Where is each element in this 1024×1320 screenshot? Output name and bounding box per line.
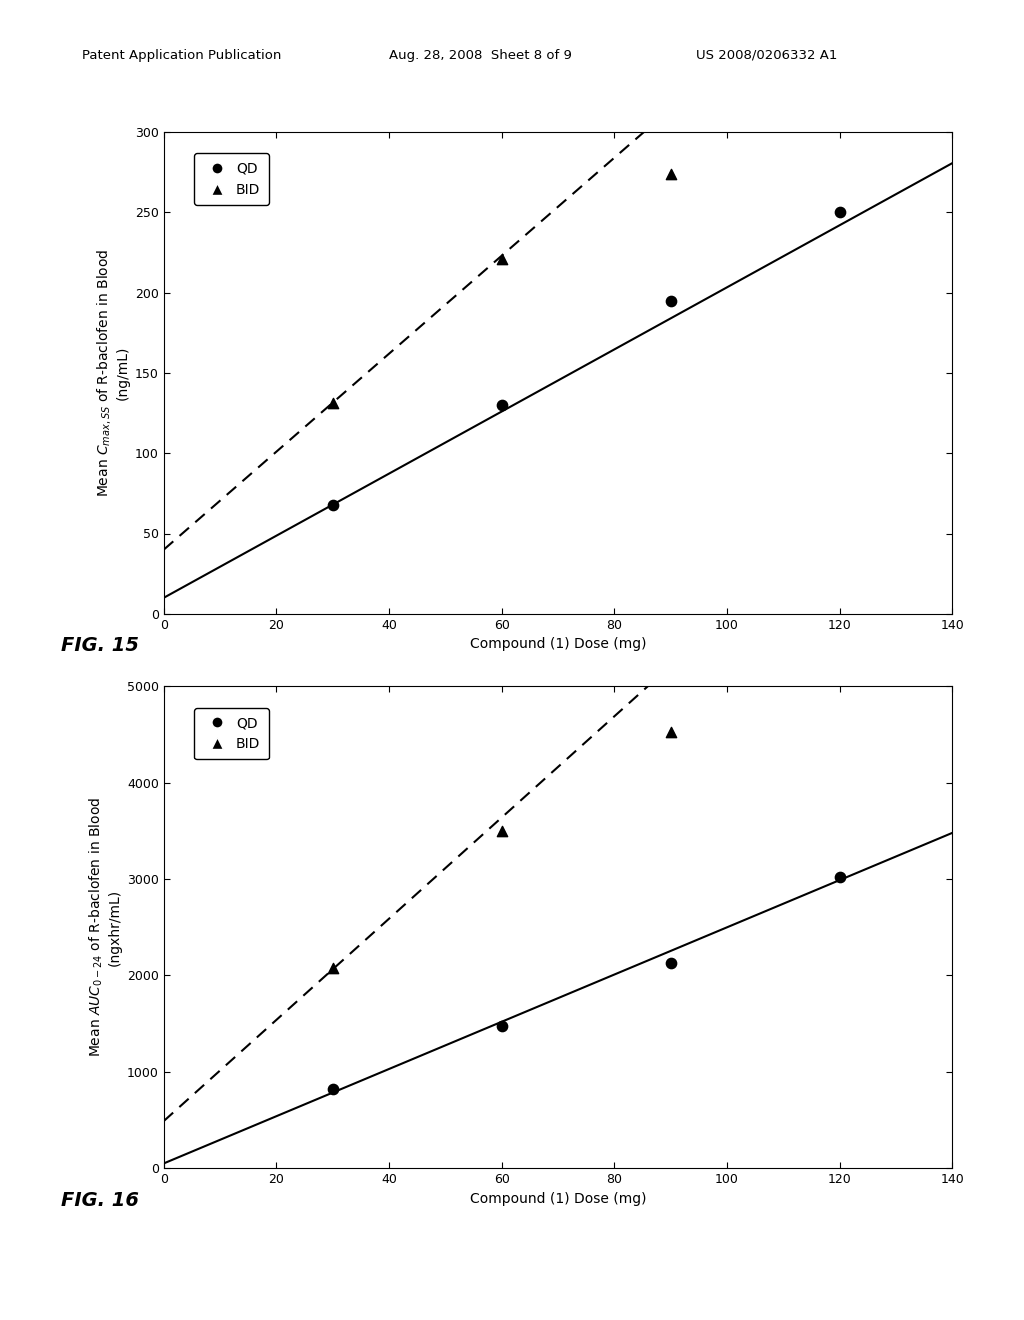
Point	[494, 820, 510, 842]
Text: Aug. 28, 2008  Sheet 8 of 9: Aug. 28, 2008 Sheet 8 of 9	[389, 49, 572, 62]
Text: Patent Application Publication: Patent Application Publication	[82, 49, 282, 62]
Text: FIG. 15: FIG. 15	[61, 636, 139, 655]
Point	[663, 164, 679, 185]
Point	[325, 1078, 341, 1100]
Legend: QD, BID: QD, BID	[195, 153, 269, 205]
Point	[494, 395, 510, 416]
X-axis label: Compound (1) Dose (mg): Compound (1) Dose (mg)	[470, 1192, 646, 1205]
Point	[494, 248, 510, 269]
Point	[831, 202, 848, 223]
Text: FIG. 16: FIG. 16	[61, 1191, 139, 1209]
Point	[831, 867, 848, 888]
Text: US 2008/0206332 A1: US 2008/0206332 A1	[696, 49, 838, 62]
X-axis label: Compound (1) Dose (mg): Compound (1) Dose (mg)	[470, 638, 646, 651]
Point	[663, 721, 679, 742]
Point	[494, 1015, 510, 1036]
Point	[663, 290, 679, 312]
Point	[325, 393, 341, 414]
Point	[663, 953, 679, 974]
Y-axis label: Mean $AUC_{0-24}$ of R-baclofen in Blood
(ngxhr/mL): Mean $AUC_{0-24}$ of R-baclofen in Blood…	[88, 797, 122, 1057]
Y-axis label: Mean $C_{max,SS}$ of R-baclofen in Blood
(ng/mL): Mean $C_{max,SS}$ of R-baclofen in Blood…	[95, 248, 130, 498]
Legend: QD, BID: QD, BID	[195, 708, 269, 759]
Point	[325, 957, 341, 978]
Point	[325, 494, 341, 515]
